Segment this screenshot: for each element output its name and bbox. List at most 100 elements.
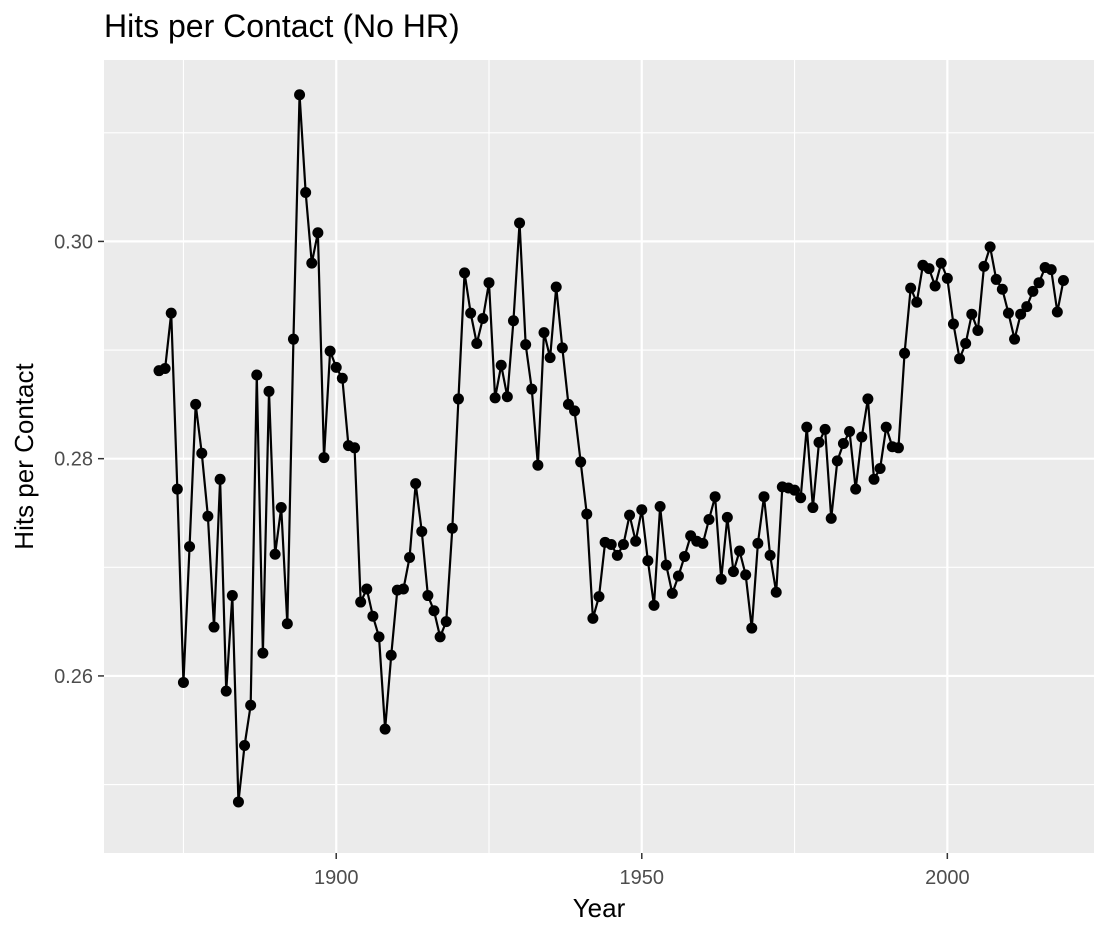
data-point (459, 267, 471, 279)
data-point (911, 296, 923, 308)
data-point (251, 369, 263, 381)
data-point (214, 473, 226, 485)
data-point (868, 473, 880, 485)
data-point (996, 283, 1008, 295)
data-point (770, 586, 782, 598)
x-tick-label: 1950 (620, 867, 665, 889)
data-point (954, 353, 966, 365)
data-point (538, 327, 550, 339)
data-point (630, 535, 642, 547)
data-point (972, 324, 984, 336)
data-point (434, 631, 446, 643)
data-point (526, 383, 538, 395)
data-point (1057, 275, 1069, 287)
plot-panel (104, 60, 1094, 853)
data-point (1002, 307, 1014, 319)
data-point (190, 398, 202, 410)
y-tick-label: 0.26 (54, 666, 93, 688)
data-point (1033, 277, 1045, 289)
data-point (159, 363, 171, 375)
data-point (483, 277, 495, 289)
data-point (465, 307, 477, 319)
data-point (727, 566, 739, 578)
data-point (978, 260, 990, 272)
data-point (177, 676, 189, 688)
data-point (587, 612, 599, 624)
y-axis-title: Hits per Contact (9, 363, 39, 550)
data-point (874, 462, 886, 474)
data-point (257, 647, 269, 659)
data-point (856, 431, 868, 443)
data-point (263, 385, 275, 397)
data-point (452, 393, 464, 405)
major-gridlines (104, 60, 1094, 853)
data-point (202, 510, 214, 522)
data-point (648, 599, 660, 611)
data-point (520, 339, 532, 351)
data-point (813, 436, 825, 448)
data-point (581, 508, 593, 520)
data-point (862, 393, 874, 405)
data-point (660, 559, 672, 571)
data-point (617, 538, 629, 550)
data-point (850, 483, 862, 495)
data-point (899, 347, 911, 359)
x-tick-label: 2000 (925, 867, 970, 889)
data-point (880, 421, 892, 433)
data-point (294, 89, 306, 101)
x-axis-title: Year (573, 893, 626, 923)
data-point (734, 545, 746, 557)
data-point (208, 621, 220, 633)
data-point (593, 591, 605, 603)
data-point (1021, 301, 1033, 313)
data-point (929, 280, 941, 292)
data-point (275, 502, 287, 514)
data-point (697, 537, 709, 549)
data-point (550, 281, 562, 293)
data-point (721, 511, 733, 523)
data-point (507, 315, 519, 327)
data-point (642, 555, 654, 567)
data-point (941, 272, 953, 284)
data-point (624, 509, 636, 521)
data-point (330, 361, 342, 373)
data-point (379, 723, 391, 735)
data-point (165, 307, 177, 319)
data-point (960, 338, 972, 350)
data-point (220, 685, 232, 697)
data-point (501, 391, 513, 403)
data-point (837, 437, 849, 449)
data-point (226, 590, 238, 602)
data-point (336, 372, 348, 384)
data-point (831, 455, 843, 467)
data-point (966, 308, 978, 320)
data-point (471, 338, 483, 350)
data-point (532, 459, 544, 471)
data-point (923, 263, 935, 275)
data-point (935, 257, 947, 269)
data-point (947, 318, 959, 330)
data-point (654, 500, 666, 512)
data-point (795, 492, 807, 504)
data-point (666, 587, 678, 599)
data-point (1027, 285, 1039, 297)
chart-title: Hits per Contact (No HR) (104, 8, 460, 44)
y-tick-label: 0.30 (54, 231, 93, 253)
data-point (905, 282, 917, 294)
data-point (397, 583, 409, 595)
data-point (789, 484, 801, 496)
data-point (819, 423, 831, 435)
data-point (232, 796, 244, 808)
minor-gridlines (104, 60, 1094, 853)
data-point (672, 570, 684, 582)
axes-group: 1900 1950 2000 0.26 0.28 0.30 (54, 231, 970, 889)
data-point (611, 549, 623, 561)
data-point (269, 548, 281, 560)
data-point (984, 241, 996, 253)
data-point (318, 452, 330, 464)
data-point (758, 491, 770, 503)
data-point (196, 447, 208, 459)
data-point (746, 622, 758, 634)
data-point (306, 257, 318, 269)
